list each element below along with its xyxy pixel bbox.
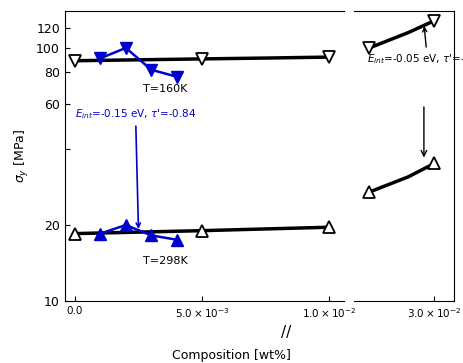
Text: T=160K: T=160K bbox=[143, 84, 188, 94]
Text: $E_{int}$=-0.05 eV, $\tau$'=-0.84: $E_{int}$=-0.05 eV, $\tau$'=-0.84 bbox=[367, 28, 463, 66]
Text: $E_{int}$=-0.15 eV, $\tau$'=-0.84: $E_{int}$=-0.15 eV, $\tau$'=-0.84 bbox=[75, 107, 196, 227]
Text: T=298K: T=298K bbox=[143, 256, 188, 266]
Text: Composition [wt%]: Composition [wt%] bbox=[172, 349, 291, 362]
Y-axis label: $\sigma_y$ [MPa]: $\sigma_y$ [MPa] bbox=[13, 129, 31, 183]
Text: //: // bbox=[281, 325, 291, 340]
